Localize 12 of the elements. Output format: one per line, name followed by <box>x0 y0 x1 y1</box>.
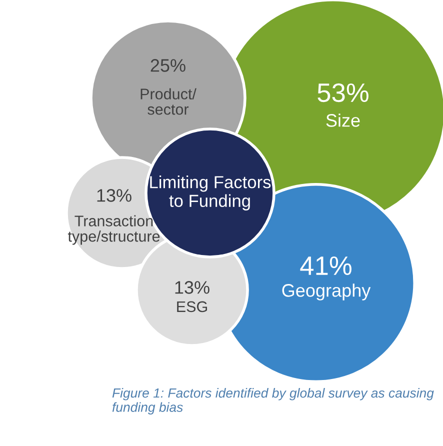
category-label: ESG <box>177 301 207 312</box>
category-label: Geography <box>282 284 371 300</box>
category-label: Transaction type/structure <box>68 215 160 245</box>
caption: Figure 1: Factors identified by global survey as causing funding bias <box>112 388 434 415</box>
text: Limiting Factors to Funding <box>150 176 271 210</box>
data-label: 41% <box>300 256 352 275</box>
data-label: 13% <box>175 281 210 294</box>
data-label: 25% <box>150 59 186 72</box>
category-label: Size <box>326 114 360 127</box>
data-label: 53% <box>318 83 368 102</box>
data-label: 13% <box>97 189 132 202</box>
category-label: Product/ sector <box>140 88 196 115</box>
